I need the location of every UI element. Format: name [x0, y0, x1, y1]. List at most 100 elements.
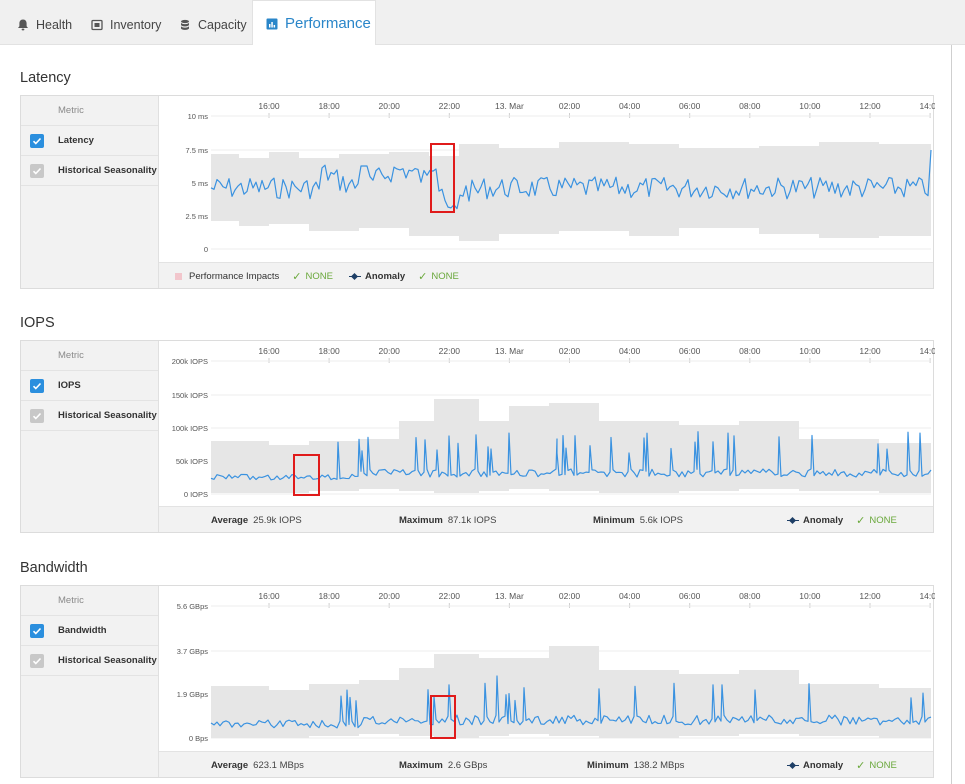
anomaly-legend: Anomaly ✓ NONE	[787, 752, 897, 778]
tab-health[interactable]: Health	[4, 5, 84, 45]
latency-checkbox[interactable]	[30, 133, 44, 148]
inventory-icon	[90, 18, 104, 32]
iops-checkbox[interactable]	[30, 378, 44, 393]
x-tick-label: 16:00	[258, 591, 280, 601]
latency-chart[interactable]: 16:00 18:00 20:00 22:00 13. Mar 02:00 04:00 06:…	[159, 96, 935, 262]
y-tick-label: 0 IOPS	[184, 490, 208, 499]
x-tick-label: 12:00	[859, 346, 881, 356]
average-value: 623.1 MBps	[253, 759, 304, 771]
y-tick-label: 0	[204, 245, 208, 254]
maximum-stat: Maximum 87.1k IOPS	[399, 507, 496, 533]
metric-label: Historical Seasonality	[58, 165, 157, 176]
anomaly-value: NONE	[869, 514, 897, 526]
x-tick-label: 20:00	[379, 591, 401, 601]
bandwidth-chart[interactable]: 16:00 18:00 20:00 22:00 13. Mar 02:00 04:00 06:…	[159, 586, 935, 751]
iops-chart[interactable]: 16:00 18:00 20:00 22:00 13. Mar 02:00 04:00 06:…	[159, 341, 935, 506]
anomaly-legend: Anomaly ✓ NONE	[787, 507, 897, 533]
latency-footer: Performance Impacts ✓ NONE Anomaly ✓ NON…	[159, 262, 933, 288]
tab-performance[interactable]: Performance	[252, 0, 376, 46]
maximum-label: Maximum	[399, 514, 443, 526]
metric-series-line	[210, 149, 932, 210]
performance-impacts-legend: Performance Impacts ✓ NONE	[175, 263, 333, 289]
x-tick-label: 13. Mar	[495, 346, 524, 356]
y-tick-label: 0 Bps	[189, 734, 208, 743]
minimum-label: Minimum	[587, 759, 629, 771]
average-label: Average	[211, 759, 249, 771]
historical-seasonality-checkbox[interactable]	[30, 408, 44, 423]
tab-bar: Health Inventory Capacity Performance	[0, 0, 965, 46]
x-tick-label: 08:00	[739, 591, 761, 601]
x-tick-label: 22:00	[439, 101, 461, 111]
scroll-gutter	[952, 45, 965, 784]
metric-row-historical-seasonality[interactable]: Historical Seasonality	[21, 646, 158, 676]
bar-chart-icon	[265, 17, 279, 31]
x-tick-label: 14:00	[919, 591, 935, 601]
x-tick-label: 20:00	[379, 346, 401, 356]
x-tick-label: 16:00	[258, 346, 280, 356]
x-tick-label: 13. Mar	[495, 101, 524, 111]
bandwidth-section-title: Bandwidth	[20, 560, 88, 576]
x-tick-label: 12:00	[859, 101, 881, 111]
anomaly-marker-icon	[787, 517, 799, 524]
bandwidth-footer: Average 623.1 MBps Maximum 2.6 GBps Mini…	[159, 751, 933, 777]
y-tick-label: 5.6 GBps	[177, 602, 209, 611]
x-tick-label: 18:00	[318, 591, 340, 601]
maximum-value: 87.1k IOPS	[447, 514, 497, 526]
impacts-value: NONE	[305, 270, 333, 282]
x-tick-label: 20:00	[379, 101, 401, 111]
y-tick-label: 3.7 GBps	[177, 647, 209, 656]
check-icon: ✓	[292, 270, 302, 283]
check-icon: ✓	[856, 759, 866, 772]
metric-label: Historical Seasonality	[58, 410, 157, 421]
x-tick-label: 04:00	[619, 346, 641, 356]
tab-capacity[interactable]: Capacity	[166, 5, 259, 45]
metric-label: Latency	[58, 135, 94, 146]
x-tick-label: 18:00	[318, 346, 340, 356]
metric-row-iops[interactable]: IOPS	[21, 371, 158, 401]
x-tick-label: 10:00	[799, 101, 821, 111]
highlight-box	[293, 454, 320, 496]
maximum-label: Maximum	[399, 759, 443, 771]
x-tick-label: 13. Mar	[495, 591, 524, 601]
historical-seasonality-band	[211, 142, 931, 241]
x-tick-label: 04:00	[619, 101, 641, 111]
bandwidth-panel: Metric Bandwidth Historical Seasonality …	[20, 585, 935, 778]
anomaly-marker-icon	[349, 273, 361, 280]
y-tick-label: 100k IOPS	[172, 424, 208, 433]
latency-metric-list: Metric Latency Historical Seasonality	[21, 96, 159, 288]
x-tick-label: 08:00	[739, 346, 761, 356]
metric-row-latency[interactable]: Latency	[21, 126, 158, 156]
metric-header: Metric	[21, 96, 158, 126]
iops-chart-svg: 16:00 18:00 20:00 22:00 13. Mar 02:00 04:00 06:…	[172, 346, 935, 499]
metric-series-line	[210, 675, 932, 729]
x-tick-label: 06:00	[679, 101, 701, 111]
latency-panel: Metric Latency Historical Seasonality 16…	[20, 95, 935, 289]
metric-row-historical-seasonality[interactable]: Historical Seasonality	[21, 156, 158, 186]
average-value: 25.9k IOPS	[253, 514, 302, 526]
x-tick-label: 02:00	[559, 346, 581, 356]
minimum-value: 5.6k IOPS	[639, 514, 684, 526]
x-tick-label: 02:00	[559, 591, 581, 601]
x-tick-label: 14:00	[919, 346, 935, 356]
x-tick-label: 14:00	[919, 101, 935, 111]
check-icon: ✓	[418, 270, 428, 283]
latency-section-title: Latency	[20, 70, 71, 86]
metric-row-bandwidth[interactable]: Bandwidth	[21, 616, 158, 646]
tab-inventory[interactable]: Inventory	[78, 5, 173, 45]
bandwidth-metric-list: Metric Bandwidth Historical Seasonality	[21, 586, 159, 777]
metric-header: Metric	[21, 341, 158, 371]
tab-label: Health	[36, 18, 73, 32]
metric-series-line	[210, 431, 932, 481]
x-tick-label: 02:00	[559, 101, 581, 111]
impacts-label: Performance Impacts	[189, 270, 280, 282]
historical-seasonality-checkbox[interactable]	[30, 653, 44, 668]
x-tick-label: 16:00	[258, 101, 280, 111]
anomaly-label: Anomaly	[803, 514, 844, 526]
historical-seasonality-checkbox[interactable]	[30, 163, 44, 178]
metric-row-historical-seasonality[interactable]: Historical Seasonality	[21, 401, 158, 431]
bandwidth-checkbox[interactable]	[30, 623, 44, 638]
y-tick-label: 2.5 ms	[185, 212, 208, 221]
anomaly-marker-icon	[787, 762, 799, 769]
minimum-label: Minimum	[593, 514, 635, 526]
x-tick-label: 04:00	[619, 591, 641, 601]
